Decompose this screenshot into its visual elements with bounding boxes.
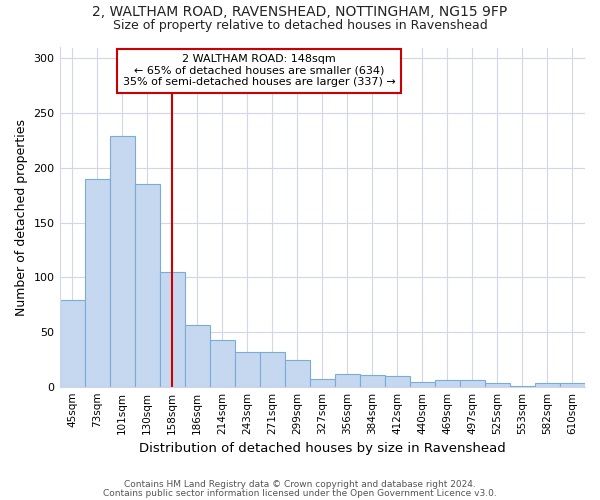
Bar [134, 184, 160, 386]
Bar [410, 382, 435, 386]
Y-axis label: Number of detached properties: Number of detached properties [15, 118, 28, 316]
Bar [260, 352, 285, 386]
Text: Contains public sector information licensed under the Open Government Licence v3: Contains public sector information licen… [103, 488, 497, 498]
Bar [110, 136, 134, 386]
Text: 2, WALTHAM ROAD, RAVENSHEAD, NOTTINGHAM, NG15 9FP: 2, WALTHAM ROAD, RAVENSHEAD, NOTTINGHAM,… [92, 5, 508, 19]
Bar [209, 340, 235, 386]
Bar [85, 179, 110, 386]
Bar [385, 376, 410, 386]
Bar [335, 374, 360, 386]
Bar [235, 352, 260, 386]
Bar [59, 300, 85, 386]
Text: Size of property relative to detached houses in Ravenshead: Size of property relative to detached ho… [113, 19, 487, 32]
Bar [460, 380, 485, 386]
Bar [160, 272, 185, 386]
Bar [285, 360, 310, 386]
Bar [185, 326, 209, 386]
Bar [360, 374, 385, 386]
Bar [485, 384, 510, 386]
Bar [560, 384, 585, 386]
Bar [310, 379, 335, 386]
Text: 2 WALTHAM ROAD: 148sqm
← 65% of detached houses are smaller (634)
35% of semi-de: 2 WALTHAM ROAD: 148sqm ← 65% of detached… [123, 54, 395, 88]
Text: Contains HM Land Registry data © Crown copyright and database right 2024.: Contains HM Land Registry data © Crown c… [124, 480, 476, 489]
Bar [535, 384, 560, 386]
X-axis label: Distribution of detached houses by size in Ravenshead: Distribution of detached houses by size … [139, 442, 506, 455]
Bar [435, 380, 460, 386]
